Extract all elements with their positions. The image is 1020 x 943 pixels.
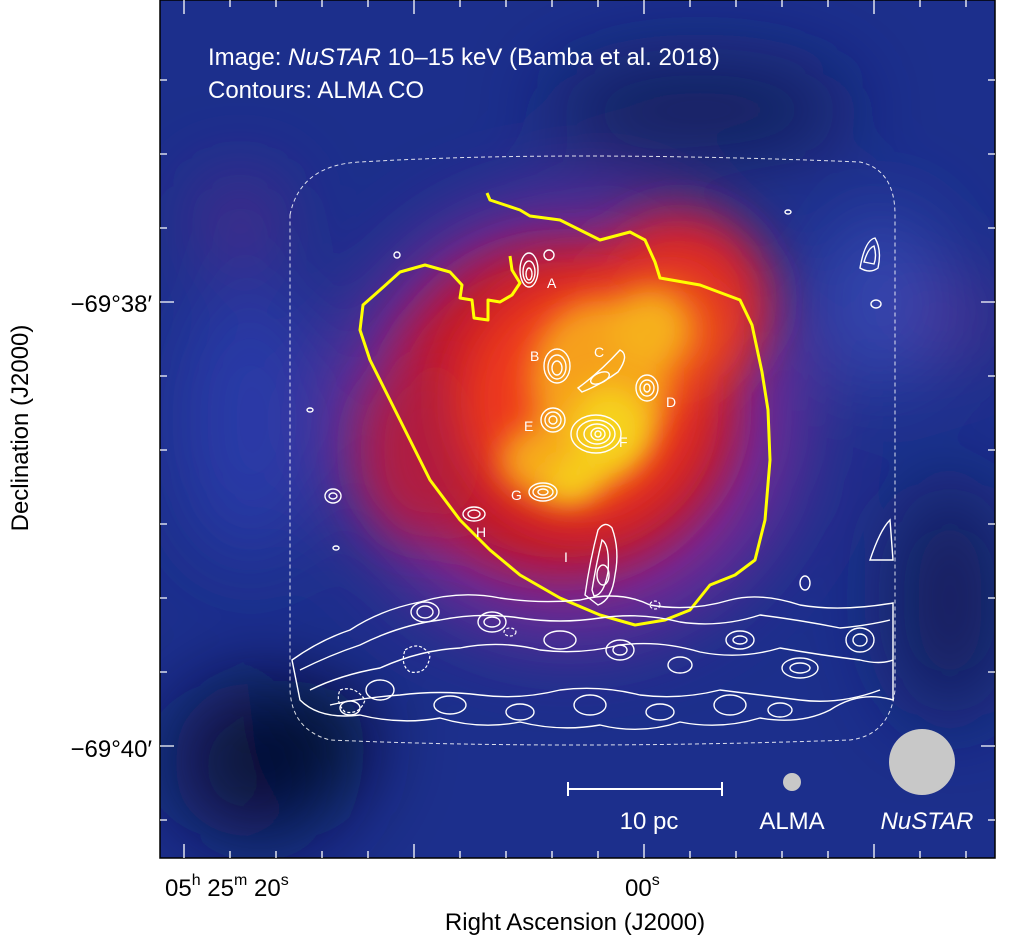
scale-bar-label: 10 pc [620, 808, 679, 835]
alma-beam [783, 773, 801, 791]
x-axis-label: Right Ascension (J2000) [445, 909, 705, 936]
alma-field-of-view [289, 155, 896, 746]
nustar-beam-label: NuSTAR [881, 808, 974, 835]
y-axis-label: Declination (J2000) [7, 325, 34, 532]
ra-tick-label-00s: 00s [625, 872, 660, 902]
clump-label-i: I [564, 549, 568, 565]
alma-co-contours [291, 209, 894, 731]
plot-frame [159, 0, 996, 859]
clump-label-h: H [476, 524, 486, 540]
nustar-xray-image [160, 0, 995, 858]
clump-label-a: A [547, 275, 557, 291]
clump-labels: A B C D E F G H I [476, 275, 676, 565]
axis-ticks [160, 0, 995, 858]
clump-label-c: C [594, 344, 604, 360]
ra-tick-label-20s: 05h 25m 20s [165, 872, 289, 902]
contours-title: Contours: ALMA CO [208, 77, 424, 104]
clump-label-e: E [524, 418, 533, 434]
snr-shell-outline [358, 192, 772, 627]
clump-label-g: G [511, 487, 522, 503]
dec-tick-label-38: −69°38′ [70, 291, 152, 318]
clump-label-f: F [619, 434, 628, 450]
scale-bar [567, 782, 723, 796]
alma-beam-label: ALMA [759, 808, 824, 835]
dec-tick-label-40: −69°40′ [70, 736, 152, 763]
clump-label-b: B [530, 348, 539, 364]
image-title: Image: NuSTAR 10–15 keV (Bamba et al. 20… [208, 44, 720, 71]
alma-co-negative-contours [337, 600, 661, 714]
clump-label-d: D [666, 394, 676, 410]
nustar-beam [889, 729, 955, 795]
